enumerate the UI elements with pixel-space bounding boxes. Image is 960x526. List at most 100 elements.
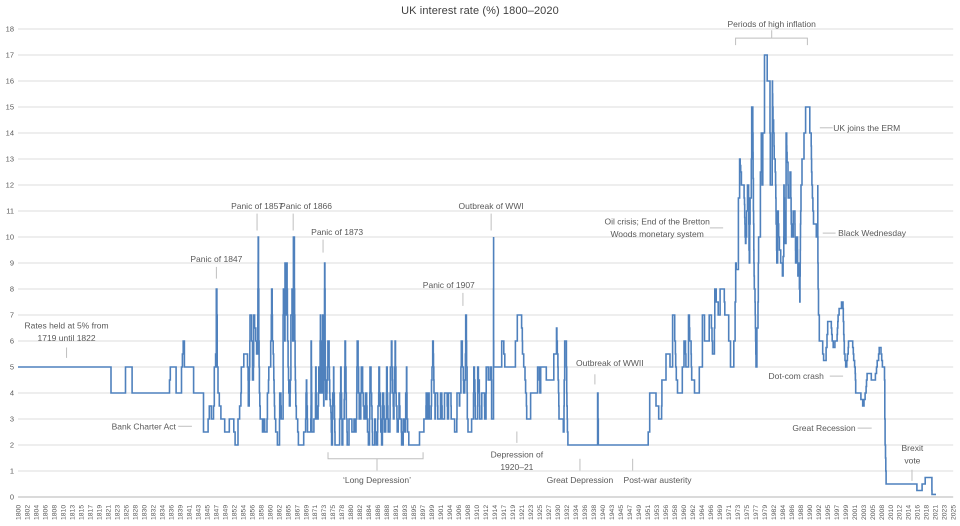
x-tick-label: 1826 xyxy=(123,505,130,520)
x-tick-label: 1990 xyxy=(807,505,814,520)
x-tick-label: 1917 xyxy=(501,505,508,520)
x-tick-label: 1919 xyxy=(510,505,517,520)
x-tick-label: 1962 xyxy=(690,505,697,520)
x-tick-label: 2016 xyxy=(915,505,922,520)
y-tick-label: 4 xyxy=(10,389,14,398)
annotation-dot-com-crash: Dot-com crash xyxy=(769,371,844,381)
x-tick-label: 2023 xyxy=(942,505,949,520)
x-tick-label: 1923 xyxy=(528,505,535,520)
x-tick-label: 1873 xyxy=(321,505,328,520)
y-tick-label: 16 xyxy=(6,77,14,86)
x-tick-label: 1945 xyxy=(618,505,625,520)
annotation-panic-of-1866: Panic of 1866 xyxy=(280,201,332,231)
x-tick-label: 1860 xyxy=(267,505,274,520)
annotation-text: 1920–21 xyxy=(500,462,533,472)
y-tick-label: 13 xyxy=(6,155,14,164)
annotation-uk-joins-the-erm: UK joins the ERM xyxy=(819,123,900,133)
x-tick-label: 1999 xyxy=(843,505,850,520)
x-tick-label: 1869 xyxy=(303,505,310,520)
x-tick-label: 1862 xyxy=(276,505,283,520)
x-tick-label: 1878 xyxy=(339,505,346,520)
annotation-text: Dot-com crash xyxy=(769,371,825,381)
x-tick-label: 1975 xyxy=(744,505,751,520)
y-tick-label: 17 xyxy=(6,51,14,60)
x-tick-label: 2008 xyxy=(879,505,886,520)
annotation-panic-of-1857: Panic of 1857 xyxy=(231,201,283,231)
x-tick-label: 1847 xyxy=(213,505,220,520)
x-tick-label: 1910 xyxy=(474,505,481,520)
annotation-text: Brexit xyxy=(902,443,924,453)
y-tick-label: 6 xyxy=(10,337,14,346)
x-tick-label: 1852 xyxy=(231,505,238,520)
x-tick-label: 1810 xyxy=(60,505,67,520)
x-tick-label: 1949 xyxy=(636,505,643,520)
y-tick-label: 11 xyxy=(6,207,14,216)
annotations: Rates held at 5% from 1719 until 1822 Bank… xyxy=(25,19,924,485)
x-tick-label: 1882 xyxy=(357,505,364,520)
x-tick-label: 1951 xyxy=(645,505,652,520)
x-tick-label: 1880 xyxy=(348,505,355,520)
x-tick-label: 1925 xyxy=(537,505,544,520)
x-tick-label: 1839 xyxy=(177,505,184,520)
x-tick-label: 1886 xyxy=(375,505,382,520)
y-tick-label: 10 xyxy=(6,233,14,242)
x-tick-label: 2021 xyxy=(933,505,940,520)
annotation-text: Panic of 1857 xyxy=(231,201,283,211)
x-tick-label: 2025 xyxy=(951,505,958,520)
x-tick-label: 1921 xyxy=(519,505,526,520)
x-tick-label: 1906 xyxy=(456,505,463,520)
x-tick-label: 1932 xyxy=(564,505,571,520)
x-tick-label: 1992 xyxy=(816,505,823,520)
x-tick-label: 1815 xyxy=(78,505,85,520)
x-tick-label: 1828 xyxy=(132,505,139,520)
annotation-bracket xyxy=(735,30,808,46)
x-tick-label: 1819 xyxy=(96,505,103,520)
annotation-text: Great Depression xyxy=(547,475,614,485)
y-tick-label: 7 xyxy=(10,311,14,320)
y-tick-label: 9 xyxy=(10,259,14,268)
x-tick-label: 1997 xyxy=(834,505,841,520)
x-tick-label: 1979 xyxy=(762,505,769,520)
x-tick-label: 1893 xyxy=(402,505,409,520)
x-tick-label: 1854 xyxy=(240,505,247,520)
x-tick-label: 1908 xyxy=(465,505,472,520)
x-tick-label: 1821 xyxy=(105,505,112,520)
y-tick-label: 14 xyxy=(6,129,14,138)
annotation-text: Panic of 1847 xyxy=(190,254,242,264)
annotation-text: Outbreak of WWII xyxy=(576,358,644,368)
x-tick-label: 1943 xyxy=(609,505,616,520)
x-tick-label: 2014 xyxy=(906,505,913,520)
x-tick-label: 1912 xyxy=(483,505,490,520)
annotation-outbreak-of-wwii: Outbreak of WWII xyxy=(576,358,644,385)
x-tick-label: 1867 xyxy=(294,505,301,520)
y-tick-label: 3 xyxy=(10,415,14,424)
x-tick-label: 1832 xyxy=(150,505,157,520)
x-tick-label: 1897 xyxy=(420,505,427,520)
annotation-text: ‘Long Depression’ xyxy=(343,475,411,485)
x-tick-label: 1995 xyxy=(825,505,832,520)
x-tick-label: 1802 xyxy=(24,505,31,520)
annotation-panic-of-1873: Panic of 1873 xyxy=(311,227,363,253)
annotation-great-recession: Great Recession xyxy=(792,423,872,433)
x-tick-label: 1858 xyxy=(258,505,265,520)
x-tick-label: 1884 xyxy=(366,505,373,520)
x-tick-label: 1986 xyxy=(789,505,796,520)
x-tick-label: 1982 xyxy=(771,505,778,520)
x-tick-label: 1804 xyxy=(33,505,40,520)
x-tick-label: 2018 xyxy=(924,505,931,520)
x-tick-label: 1934 xyxy=(573,505,580,520)
x-tick-label: 1904 xyxy=(447,505,454,520)
x-tick-label: 1971 xyxy=(726,505,733,520)
annotation-text: Woods monetary system xyxy=(610,229,703,239)
x-tick-label: 1817 xyxy=(87,505,94,520)
annotation-outbreak-of-wwi: Outbreak of WWI xyxy=(459,201,524,231)
x-tick-label: 2012 xyxy=(897,505,904,520)
x-axis-labels: 1800 1802 1804 1806 1808 1810 1813 1815 1817 1819… xyxy=(16,505,958,520)
x-tick-label: 1875 xyxy=(330,505,337,520)
annotation-panic-of-1847: Panic of 1847 xyxy=(190,254,243,279)
y-tick-label: 2 xyxy=(10,441,14,450)
chart-title: UK interest rate (%) 1800–2020 xyxy=(401,5,559,17)
x-tick-label: 1938 xyxy=(591,505,598,520)
